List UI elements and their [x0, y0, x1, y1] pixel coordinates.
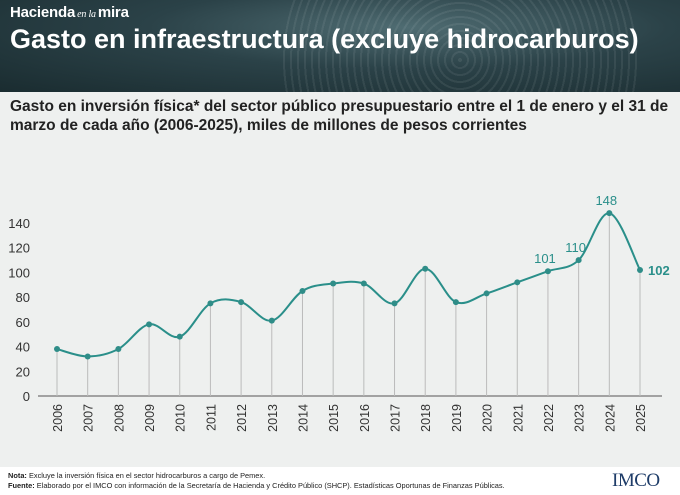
- data-label: 110: [565, 240, 586, 255]
- x-tick-label: 2019: [450, 404, 464, 432]
- note-label: Nota:: [8, 471, 27, 480]
- data-point: [299, 287, 306, 294]
- data-point: [207, 300, 214, 307]
- data-point: [575, 257, 582, 264]
- data-point: [54, 346, 60, 353]
- x-tick-label: 2011: [204, 404, 218, 431]
- y-tick-label: 0: [23, 389, 30, 404]
- data-point: [330, 280, 337, 287]
- x-tick-label: 2017: [389, 404, 403, 432]
- data-label: 102: [648, 263, 670, 278]
- x-tick-label: 2022: [542, 404, 556, 432]
- data-point: [483, 290, 490, 297]
- data-point: [146, 321, 153, 328]
- x-tick-label: 2023: [573, 404, 587, 432]
- x-tick-label: 2010: [174, 404, 188, 432]
- data-point: [84, 353, 91, 360]
- footer: Nota: Excluye la inversión física en el …: [0, 467, 680, 495]
- x-tick-label: 2024: [603, 404, 617, 432]
- y-tick-label: 60: [16, 315, 30, 330]
- x-tick-label: 2014: [296, 404, 310, 432]
- data-point: [637, 266, 643, 273]
- brand-logo: Hacienda en la mira: [10, 4, 129, 21]
- x-tick-label: 2007: [82, 404, 96, 432]
- x-tick-label: 2015: [327, 404, 341, 432]
- brand-part3: mira: [97, 4, 129, 21]
- data-point: [176, 333, 183, 340]
- x-tick-label: 2012: [235, 404, 249, 432]
- data-point: [268, 317, 275, 324]
- x-tick-label: 2009: [143, 404, 157, 432]
- footer-note: Nota: Excluye la inversión física en el …: [8, 471, 588, 491]
- x-tick-label: 2020: [481, 404, 495, 432]
- series-line: [56, 212, 641, 358]
- data-point: [238, 299, 245, 306]
- data-label: 148: [595, 193, 617, 208]
- x-tick-label: 2008: [112, 404, 126, 432]
- x-tick-label: 2013: [266, 404, 280, 432]
- brand-part2: en la: [77, 9, 96, 20]
- line-chart: 0 20 40 60 80 100 120 140 2006 2007 2008 2009 2010 20…: [8, 193, 670, 432]
- note-text: Excluye la inversión física en el sector…: [28, 471, 266, 480]
- y-tick-label: 120: [8, 241, 30, 256]
- x-tick-label: 2018: [419, 404, 433, 432]
- imco-logo: IMCO: [612, 470, 660, 491]
- data-point: [360, 280, 367, 287]
- data-point: [452, 299, 459, 306]
- y-tick-label: 20: [16, 364, 30, 379]
- y-tick-label: 100: [8, 265, 30, 280]
- x-tick-label: 2025: [634, 404, 648, 432]
- x-tick-label: 2016: [358, 404, 372, 432]
- data-point: [514, 279, 521, 286]
- chart-subtitle: Gasto en inversión física* del sector pú…: [10, 98, 669, 134]
- x-tick-label: 2006: [51, 404, 65, 432]
- data-point: [115, 346, 122, 353]
- y-tick-label: 140: [8, 216, 30, 231]
- data-point: [606, 210, 613, 217]
- y-tick-label: 80: [16, 290, 30, 305]
- data-point: [544, 268, 551, 275]
- source-text: Elaborado por el IMCO con información de…: [36, 481, 505, 490]
- data-label: 101: [534, 251, 556, 266]
- y-tick-label: 40: [16, 340, 30, 355]
- page-title: Gasto en infraestructura (excluye hidroc…: [10, 24, 639, 54]
- data-point: [422, 265, 429, 272]
- fingerprint-decoration: [280, 0, 640, 92]
- data-point: [391, 300, 398, 307]
- source-label: Fuente:: [8, 481, 35, 490]
- header-banner: Hacienda en la mira Gasto en infraestructu…: [0, 0, 680, 92]
- brand-part1: Hacienda: [10, 4, 76, 21]
- x-tick-label: 2021: [511, 404, 525, 432]
